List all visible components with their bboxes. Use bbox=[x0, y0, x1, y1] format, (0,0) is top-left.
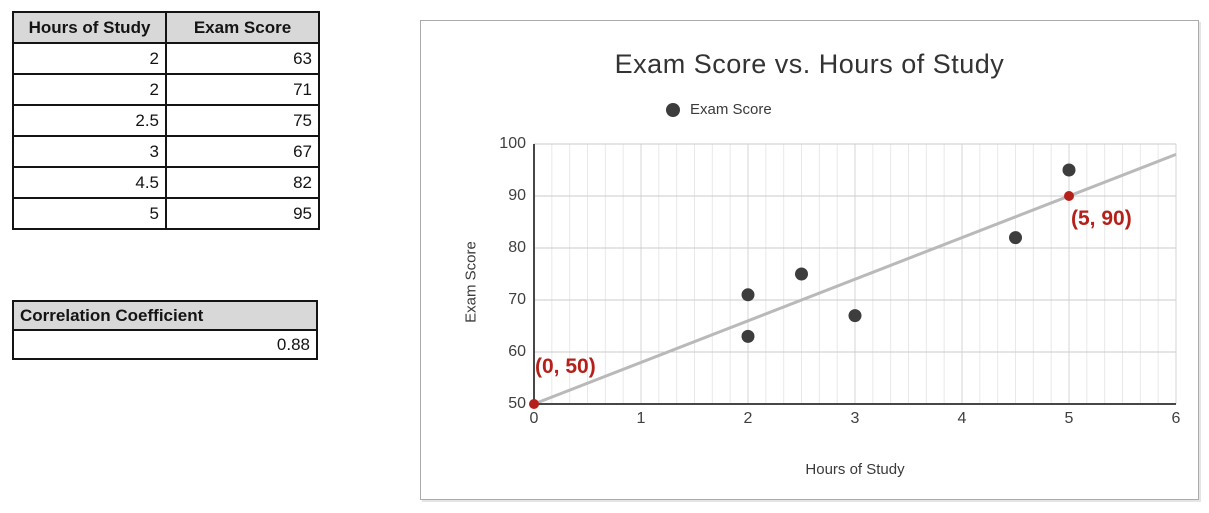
trendline-endpoint-dot bbox=[1064, 191, 1074, 201]
column-header-hours-of-study[interactable]: Hours of Study bbox=[12, 11, 167, 44]
table-cell[interactable]: 5 bbox=[12, 197, 167, 230]
chart-panel[interactable]: Exam Score vs. Hours of Study Exam Score… bbox=[420, 20, 1199, 500]
table-cell[interactable]: 2.5 bbox=[12, 104, 167, 137]
correlation-value-cell[interactable]: 0.88 bbox=[12, 329, 318, 360]
data-point bbox=[1009, 231, 1022, 245]
data-point bbox=[795, 267, 808, 281]
table-row: 2 71 bbox=[12, 73, 320, 106]
trendline-endpoint-dot bbox=[529, 399, 539, 409]
legend-label: Exam Score bbox=[690, 101, 772, 118]
table-row: 2.5 75 bbox=[12, 104, 320, 137]
x-axis-title: Hours of Study bbox=[805, 461, 905, 478]
table-cell[interactable]: 67 bbox=[165, 135, 320, 168]
table-row: 2 63 bbox=[12, 42, 320, 75]
table-cell[interactable]: 4.5 bbox=[12, 166, 167, 199]
table-cell[interactable]: 2 bbox=[12, 42, 167, 75]
legend-marker-icon bbox=[666, 102, 680, 117]
data-point bbox=[848, 309, 862, 323]
data-point bbox=[1062, 163, 1076, 177]
table-cell[interactable]: 2 bbox=[12, 73, 167, 106]
plot-area bbox=[529, 143, 1177, 409]
correlation-table: Correlation Coefficient 0.88 bbox=[12, 300, 318, 360]
study-data-table: Hours of Study Exam Score 2 63 2 71 2.5 75 3 67 4… bbox=[12, 11, 320, 230]
table-cell[interactable]: 75 bbox=[165, 104, 320, 137]
data-point bbox=[741, 329, 755, 343]
table-cell[interactable]: 63 bbox=[165, 42, 320, 75]
table-header-row: Hours of Study Exam Score bbox=[12, 11, 320, 44]
table-cell[interactable]: 3 bbox=[12, 135, 167, 168]
table-cell[interactable]: 82 bbox=[165, 166, 320, 199]
table-row: 5 95 bbox=[12, 197, 320, 230]
table-row: 4.5 82 bbox=[12, 166, 320, 199]
table-cell[interactable]: 95 bbox=[165, 197, 320, 230]
correlation-header-cell[interactable]: Correlation Coefficient bbox=[12, 300, 318, 331]
chart-legend: Exam Score bbox=[666, 101, 772, 118]
chart-title: Exam Score vs. Hours of Study bbox=[614, 49, 1005, 79]
data-point bbox=[741, 288, 755, 302]
table-row: 3 67 bbox=[12, 135, 320, 168]
column-header-exam-score[interactable]: Exam Score bbox=[165, 11, 320, 44]
y-axis-title: Exam Score bbox=[462, 241, 480, 323]
table-cell[interactable]: 71 bbox=[165, 73, 320, 106]
